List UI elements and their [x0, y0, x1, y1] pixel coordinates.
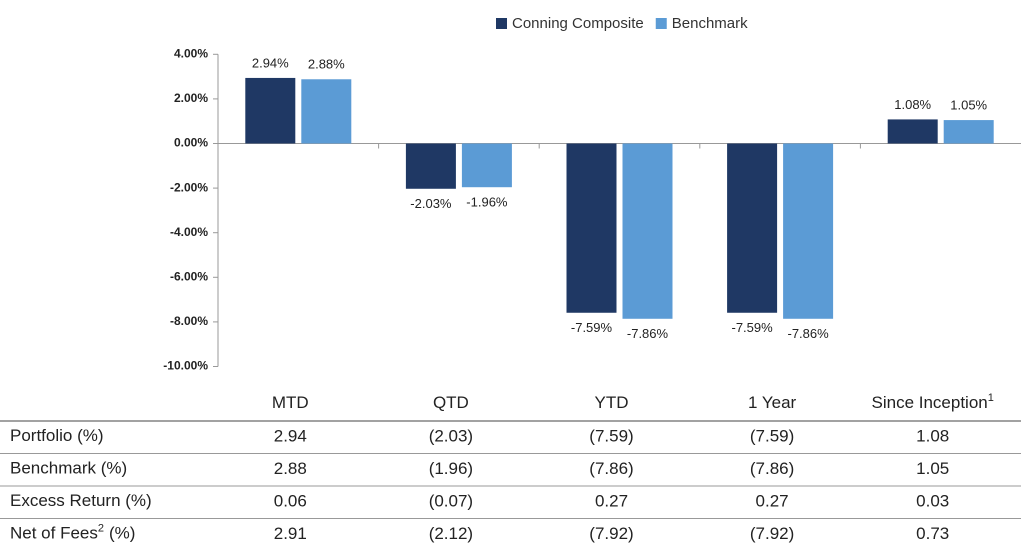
- y-tick-label: 2.00%: [174, 91, 208, 105]
- bar: [622, 143, 673, 319]
- header-text: Since Inception: [872, 393, 988, 412]
- table-cell: 0.27: [756, 491, 789, 510]
- legend-swatch: [655, 18, 667, 29]
- column-header: Since Inception1: [872, 392, 994, 413]
- column-header: MTD: [272, 393, 309, 412]
- y-tick-label: 4.00%: [174, 46, 208, 60]
- row-label: Benchmark (%): [10, 459, 127, 478]
- y-tick-label: -6.00%: [170, 269, 208, 283]
- bar: [301, 79, 352, 144]
- column-header: QTD: [433, 393, 469, 412]
- value-label: -7.86%: [787, 326, 829, 341]
- table-cell: (7.92): [750, 524, 794, 543]
- row-label-text: Portfolio (%): [10, 426, 104, 445]
- table-cell: 0.73: [916, 524, 949, 543]
- table-cell: 2.94: [274, 426, 307, 445]
- row-label: Excess Return (%): [10, 491, 152, 510]
- bar: [943, 120, 994, 144]
- bar: [405, 143, 456, 189]
- table-cell: (0.07): [429, 491, 473, 510]
- value-label: -2.03%: [410, 196, 452, 211]
- table-cell: (7.59): [750, 426, 794, 445]
- table-cell: 1.08: [916, 426, 949, 445]
- bar: [566, 143, 617, 313]
- table-cell: 0.06: [274, 491, 307, 510]
- row-label-suffix: (%): [109, 524, 135, 543]
- table-cell: (7.92): [589, 524, 633, 543]
- legend-swatch: [496, 18, 507, 29]
- header-text: 1 Year: [748, 393, 797, 412]
- table-cell: 2.88: [274, 459, 307, 478]
- table-cell: (7.86): [589, 459, 633, 478]
- row-label: Net of Fees2 (%): [10, 522, 135, 543]
- header-text: MTD: [272, 393, 309, 412]
- table-cell: (7.86): [750, 459, 794, 478]
- value-label: 1.08%: [894, 97, 931, 112]
- table-cell: (2.03): [429, 426, 473, 445]
- column-header: 1 Year: [748, 393, 797, 412]
- value-label: -7.59%: [731, 320, 773, 335]
- y-tick-label: -4.00%: [170, 225, 208, 239]
- y-tick-label: -10.00%: [163, 359, 208, 373]
- bar: [727, 143, 778, 313]
- legend-label: Benchmark: [672, 15, 748, 32]
- bar: [245, 77, 296, 144]
- table-cell: 0.27: [595, 491, 628, 510]
- row-label-text: Excess Return (%): [10, 491, 152, 510]
- header-text: QTD: [433, 393, 469, 412]
- table-cell: (1.96): [429, 459, 473, 478]
- value-label: 2.94%: [252, 55, 289, 70]
- value-label: 1.05%: [950, 98, 987, 113]
- value-label: -7.86%: [627, 326, 669, 341]
- row-label-text: Benchmark (%): [10, 459, 127, 478]
- table-cell: (7.59): [589, 426, 633, 445]
- header-text: YTD: [595, 393, 629, 412]
- bar: [783, 143, 834, 319]
- row-label-text: Net of Fees: [10, 524, 98, 543]
- column-header: YTD: [595, 393, 629, 412]
- table-cell: 2.91: [274, 524, 307, 543]
- bar: [887, 119, 938, 144]
- legend-label: Conning Composite: [512, 15, 644, 32]
- table-cell: 1.05: [916, 459, 949, 478]
- table-cell: (2.12): [429, 524, 473, 543]
- footnote-mark: 2: [98, 522, 104, 534]
- y-tick-label: -2.00%: [170, 180, 208, 194]
- value-label: -7.59%: [571, 320, 613, 335]
- footnote-mark: 1: [988, 392, 994, 404]
- y-tick-label: -8.00%: [170, 314, 208, 328]
- bar: [461, 143, 512, 188]
- table-cell: 0.03: [916, 491, 949, 510]
- y-tick-label: 0.00%: [174, 136, 208, 150]
- row-label: Portfolio (%): [10, 426, 104, 445]
- value-label: 2.88%: [308, 57, 345, 72]
- value-label: -1.96%: [466, 195, 508, 210]
